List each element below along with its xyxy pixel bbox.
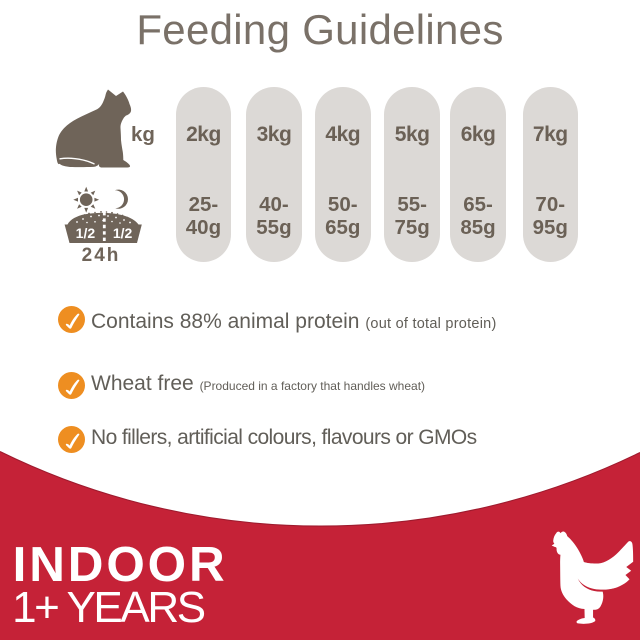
svg-text:1/2: 1/2	[113, 225, 133, 241]
svg-text:1/2: 1/2	[76, 225, 96, 241]
